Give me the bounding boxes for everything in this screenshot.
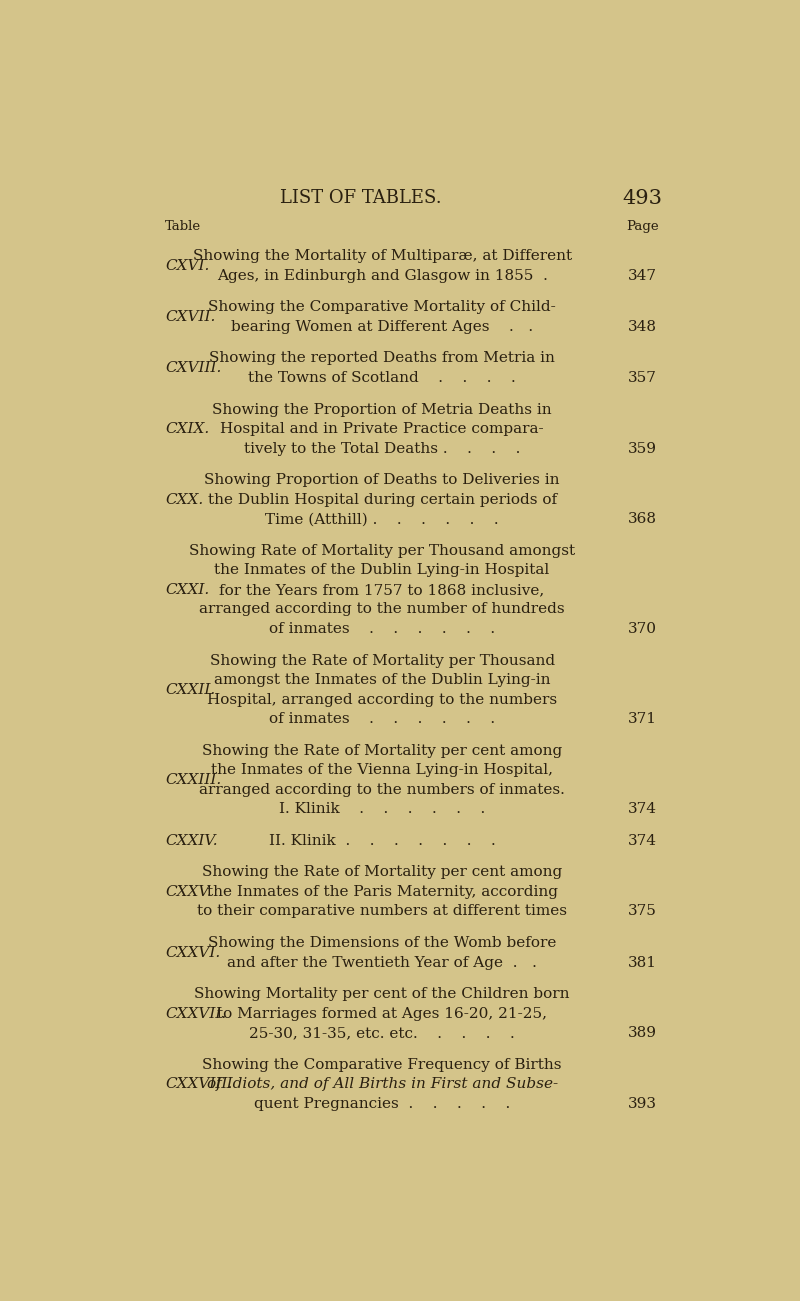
Text: Showing the Mortality of Multiparæ, at Different: Showing the Mortality of Multiparæ, at D… xyxy=(193,250,572,263)
Text: CXXVII.: CXXVII. xyxy=(165,1007,226,1021)
Text: Showing the Proportion of Metria Deaths in: Showing the Proportion of Metria Deaths … xyxy=(212,402,552,416)
Text: 357: 357 xyxy=(628,371,657,385)
Text: I. Klinik    .    .    .    .    .    .: I. Klinik . . . . . . xyxy=(279,803,486,816)
Text: the Inmates of the Vienna Lying-in Hospital,: the Inmates of the Vienna Lying-in Hospi… xyxy=(211,764,553,777)
Text: the Dublin Hospital during certain periods of: the Dublin Hospital during certain perio… xyxy=(207,493,557,506)
Text: 370: 370 xyxy=(628,622,657,636)
Text: Showing the Dimensions of the Womb before: Showing the Dimensions of the Womb befor… xyxy=(208,935,556,950)
Text: to their comparative numbers at different times: to their comparative numbers at differen… xyxy=(197,904,567,919)
Text: of inmates    .    .    .    .    .    .: of inmates . . . . . . xyxy=(269,622,495,636)
Text: CXXV.: CXXV. xyxy=(165,885,212,899)
Text: to Marriages formed at Ages 16-20, 21-25,: to Marriages formed at Ages 16-20, 21-25… xyxy=(217,1007,547,1021)
Text: CXXIII.: CXXIII. xyxy=(165,773,222,787)
Text: Showing Mortality per cent of the Children born: Showing Mortality per cent of the Childr… xyxy=(194,987,570,1000)
Text: 348: 348 xyxy=(628,320,657,334)
Text: CXIX.: CXIX. xyxy=(165,422,210,436)
Text: arranged according to the numbers of inmates.: arranged according to the numbers of inm… xyxy=(199,783,565,796)
Text: Hospital, arranged according to the numbers: Hospital, arranged according to the numb… xyxy=(207,692,557,706)
Text: Showing the Comparative Frequency of Births: Showing the Comparative Frequency of Bir… xyxy=(202,1058,562,1072)
Text: CXX.: CXX. xyxy=(165,493,203,506)
Text: arranged according to the number of hundreds: arranged according to the number of hund… xyxy=(199,602,565,617)
Text: of Idiots, and of All Births in First and Subse-: of Idiots, and of All Births in First an… xyxy=(206,1077,558,1092)
Text: tively to the Total Deaths .    .    .    .: tively to the Total Deaths . . . . xyxy=(244,441,520,455)
Text: 374: 374 xyxy=(628,803,657,816)
Text: CXVI.: CXVI. xyxy=(165,259,210,273)
Text: the Inmates of the Paris Maternity, according: the Inmates of the Paris Maternity, acco… xyxy=(206,885,558,899)
Text: CXXVI.: CXXVI. xyxy=(165,946,220,960)
Text: the Inmates of the Dublin Lying-in Hospital: the Inmates of the Dublin Lying-in Hospi… xyxy=(214,563,550,578)
Text: amongst the Inmates of the Dublin Lying-in: amongst the Inmates of the Dublin Lying-… xyxy=(214,673,550,687)
Text: II. Klinik  .    .    .    .    .    .    .: II. Klinik . . . . . . . xyxy=(269,834,495,848)
Text: of inmates    .    .    .    .    .    .: of inmates . . . . . . xyxy=(269,712,495,726)
Text: bearing Women at Different Ages    .   .: bearing Women at Different Ages . . xyxy=(231,320,533,334)
Text: 368: 368 xyxy=(628,513,657,527)
Text: Table: Table xyxy=(165,220,202,233)
Text: Page: Page xyxy=(626,220,659,233)
Text: 374: 374 xyxy=(628,834,657,848)
Text: 381: 381 xyxy=(628,955,657,969)
Text: Showing the Rate of Mortality per cent among: Showing the Rate of Mortality per cent a… xyxy=(202,744,562,757)
Text: 359: 359 xyxy=(628,441,657,455)
Text: Showing Rate of Mortality per Thousand amongst: Showing Rate of Mortality per Thousand a… xyxy=(189,544,575,558)
Text: 393: 393 xyxy=(628,1097,657,1111)
Text: 371: 371 xyxy=(628,712,657,726)
Text: CXXVIII.: CXXVIII. xyxy=(165,1077,232,1092)
Text: 375: 375 xyxy=(628,904,657,919)
Text: Showing the reported Deaths from Metria in: Showing the reported Deaths from Metria … xyxy=(209,351,555,366)
Text: Ages, in Edinburgh and Glasgow in 1855  .: Ages, in Edinburgh and Glasgow in 1855 . xyxy=(217,269,547,282)
Text: the Towns of Scotland    .    .    .    .: the Towns of Scotland . . . . xyxy=(248,371,516,385)
Text: 347: 347 xyxy=(628,269,657,282)
Text: 389: 389 xyxy=(628,1026,657,1041)
Text: and after the Twentieth Year of Age  .   .: and after the Twentieth Year of Age . . xyxy=(227,955,537,969)
Text: Time (Atthill) .    .    .    .    .    .: Time (Atthill) . . . . . . xyxy=(266,513,499,527)
Text: LIST OF TABLES.: LIST OF TABLES. xyxy=(279,189,442,207)
Text: Hospital and in Private Practice compara-: Hospital and in Private Practice compara… xyxy=(220,422,544,436)
Text: for the Years from 1757 to 1868 inclusive,: for the Years from 1757 to 1868 inclusiv… xyxy=(219,583,545,597)
Text: quent Pregnancies  .    .    .    .    .: quent Pregnancies . . . . . xyxy=(254,1097,510,1111)
Text: Showing the Rate of Mortality per Thousand: Showing the Rate of Mortality per Thousa… xyxy=(210,653,554,667)
Text: CXVII.: CXVII. xyxy=(165,310,215,324)
Text: CXXIV.: CXXIV. xyxy=(165,834,218,848)
Text: Showing the Comparative Mortality of Child-: Showing the Comparative Mortality of Chi… xyxy=(208,301,556,315)
Text: CXVIII.: CXVIII. xyxy=(165,362,222,375)
Text: CXXI.: CXXI. xyxy=(165,583,210,597)
Text: 493: 493 xyxy=(622,189,662,208)
Text: Showing Proportion of Deaths to Deliveries in: Showing Proportion of Deaths to Deliveri… xyxy=(204,474,560,487)
Text: CXXII.: CXXII. xyxy=(165,683,215,697)
Text: Showing the Rate of Mortality per cent among: Showing the Rate of Mortality per cent a… xyxy=(202,865,562,879)
Text: 25-30, 31-35, etc. etc.    .    .    .    .: 25-30, 31-35, etc. etc. . . . . xyxy=(250,1026,515,1041)
